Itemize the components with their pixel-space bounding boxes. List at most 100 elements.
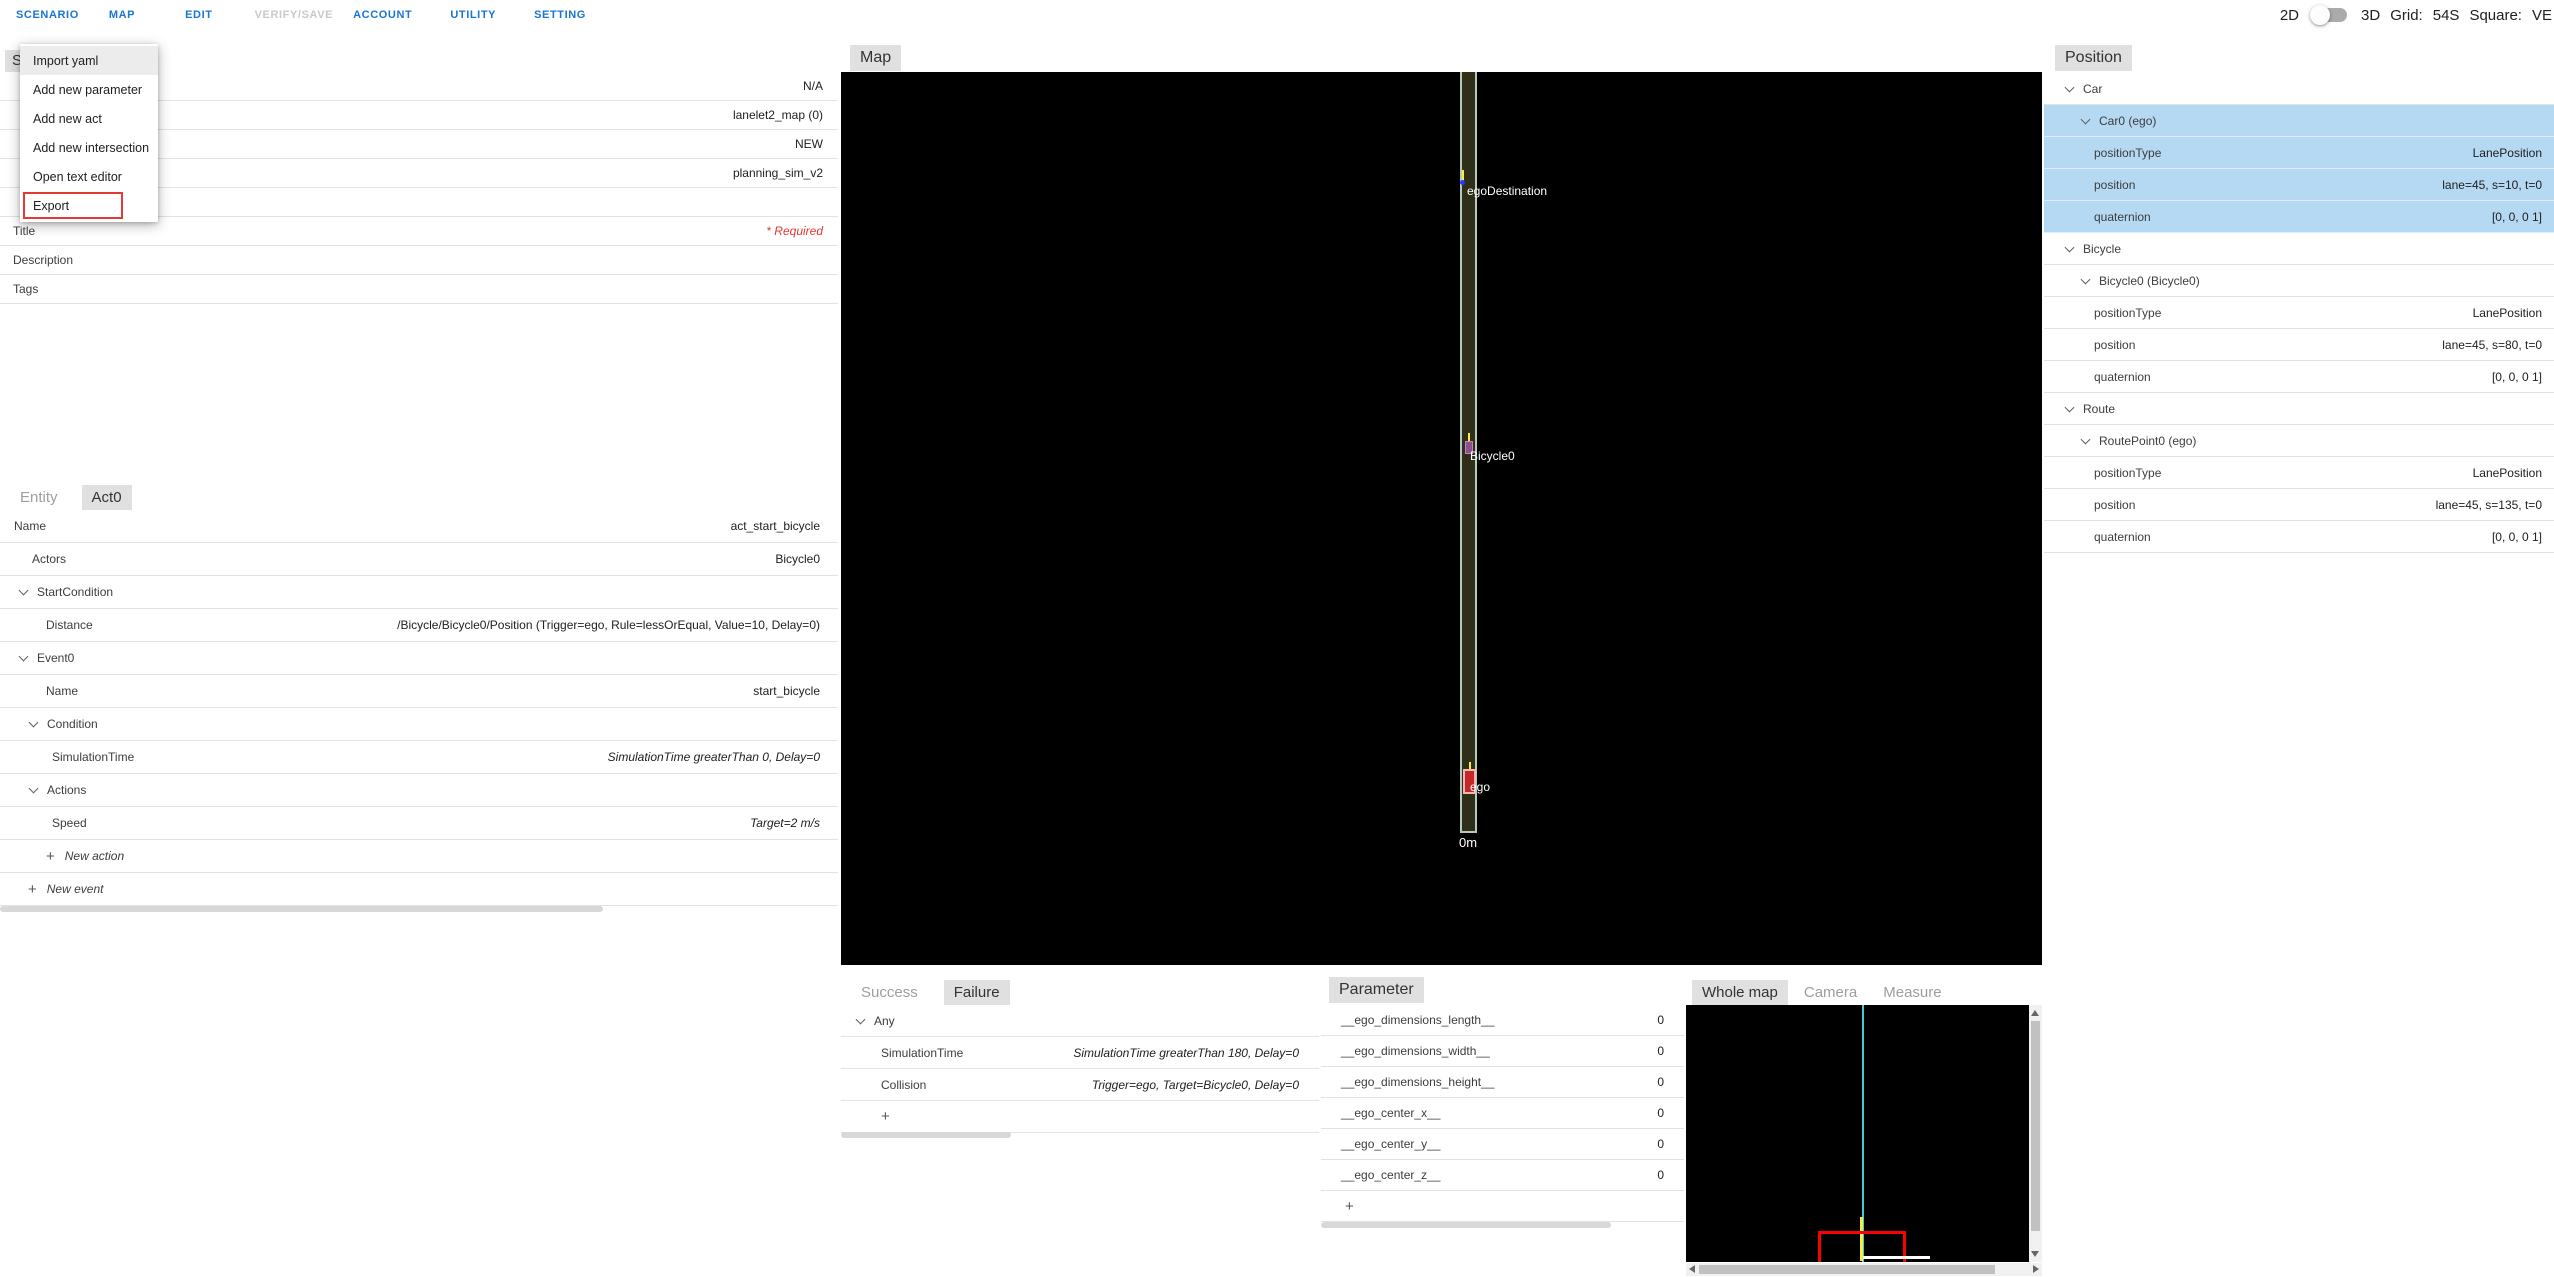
parameter-row[interactable]: __ego_dimensions_width__ 0 — [1321, 1036, 1684, 1067]
form-row[interactable]: NEW — [0, 130, 838, 159]
nav-setting[interactable]: SETTING — [534, 9, 586, 21]
tab-measure[interactable]: Measure — [1883, 984, 1942, 1001]
add-condition-button[interactable] — [841, 1101, 1319, 1133]
menu-item-add-new-parameter[interactable]: Add new parameter — [20, 75, 158, 104]
parameter-row[interactable]: __ego_dimensions_height__ 0 — [1321, 1067, 1684, 1098]
horizontal-scrollbar-thumb[interactable] — [0, 906, 603, 912]
act-row[interactable]: Name start_bicycle — [0, 675, 838, 708]
vertical-scrollbar[interactable] — [2029, 1005, 2042, 1262]
condition-row[interactable]: Collision Trigger=ego, Target=Bicycle0, … — [841, 1069, 1319, 1101]
dimension-toggle[interactable] — [2310, 5, 2348, 25]
parameter-tab-bar: Parameter — [1321, 977, 1684, 1005]
tree-group-row[interactable]: Route — [2044, 393, 2554, 425]
horizontal-scrollbar-thumb[interactable] — [1699, 1265, 1995, 1274]
map-canvas[interactable]: egoDestination Bicycle0 ego 0m — [841, 72, 2042, 965]
tree-group-row-selected[interactable]: Car0 (ego) — [2044, 105, 2554, 137]
param-value: 0 — [1657, 1106, 1664, 1120]
grid-value[interactable]: 54S — [2432, 6, 2460, 24]
menu-item-import-yaml[interactable]: Import yaml — [20, 46, 158, 75]
view-controls: 2D 3D Grid: 54S Square: VE — [2280, 0, 2554, 30]
vertical-scrollbar-thumb[interactable] — [2031, 1021, 2040, 1231]
tree-leaf-row-selected[interactable]: quaternion [0, 0, 0 1] — [2044, 201, 2554, 233]
toggle-knob[interactable] — [2310, 5, 2331, 25]
ego-marker[interactable] — [1463, 769, 1476, 794]
menu-label: Add new act — [33, 111, 102, 126]
condition-group-row[interactable]: Any — [841, 1005, 1319, 1037]
tree-leaf-row[interactable]: position lane=45, s=135, t=0 — [2044, 489, 2554, 521]
tab-map[interactable]: Map — [850, 45, 902, 71]
form-row[interactable] — [0, 188, 838, 217]
menu-item-add-new-intersection[interactable]: Add new intersection — [20, 133, 158, 162]
condition-row[interactable]: SimulationTime SimulationTime greaterTha… — [841, 1037, 1319, 1069]
nav-map[interactable]: MAP — [108, 9, 136, 21]
param-value: 0 — [1657, 1044, 1664, 1058]
tree-leaf-row[interactable]: position lane=45, s=80, t=0 — [2044, 329, 2554, 361]
minimap-viewport-rect — [1818, 1231, 1821, 1262]
tab-position[interactable]: Position — [2055, 45, 2132, 71]
act-row[interactable]: Speed Target=2 m/s — [0, 807, 838, 840]
act-row[interactable]: Name act_start_bicycle — [0, 510, 838, 543]
parameter-row[interactable]: __ego_center_z__ 0 — [1321, 1160, 1684, 1191]
act-row[interactable]: Distance /Bicycle/Bicycle0/Position (Tri… — [0, 609, 838, 642]
form-row[interactable]: planning_sim_v2 — [0, 159, 838, 188]
nav-utility[interactable]: UTILITY — [450, 9, 497, 21]
tree-group-row[interactable]: Bicycle — [2044, 233, 2554, 265]
menu-item-add-new-act[interactable]: Add new act — [20, 104, 158, 133]
tree-leaf-row-selected[interactable]: positionType LanePosition — [2044, 137, 2554, 169]
new-event-button[interactable]: New event — [0, 873, 838, 906]
tree-leaf-row[interactable]: quaternion [0, 0, 0 1] — [2044, 361, 2554, 393]
form-row[interactable]: lanelet2_map (0) — [0, 101, 838, 130]
tree-group-row[interactable]: Bicycle0 (Bicycle0) — [2044, 265, 2554, 297]
tree-leaf-row[interactable]: positionType LanePosition — [2044, 457, 2554, 489]
tab-act0[interactable]: Act0 — [81, 485, 132, 510]
tree-leaf-row-selected[interactable]: position lane=45, s=10, t=0 — [2044, 169, 2554, 201]
tree-leaf-row[interactable]: positionType LanePosition — [2044, 297, 2554, 329]
horizontal-scrollbar-thumb[interactable] — [1321, 1222, 1611, 1228]
tree-group-row[interactable]: RoutePoint0 (ego) — [2044, 425, 2554, 457]
menu-item-open-text-editor[interactable]: Open text editor — [20, 162, 158, 191]
menu-label: Open text editor — [33, 169, 122, 184]
horizontal-scrollbar-thumb[interactable] — [841, 1132, 1011, 1138]
parameter-row[interactable]: __ego_dimensions_length__ 0 — [1321, 1005, 1684, 1036]
parameter-row[interactable]: __ego_center_y__ 0 — [1321, 1129, 1684, 1160]
scroll-right-icon[interactable] — [2033, 1265, 2039, 1273]
form-row-tags[interactable]: Tags — [0, 275, 838, 304]
add-parameter-button[interactable] — [1321, 1191, 1684, 1222]
row-label: RoutePoint0 (ego) — [2099, 433, 2197, 448]
tab-parameter[interactable]: Parameter — [1329, 977, 1424, 1003]
bicycle-marker[interactable] — [1465, 441, 1473, 454]
scroll-left-icon[interactable] — [1689, 1265, 1695, 1273]
form-row-description[interactable]: Description — [0, 246, 838, 275]
act-row[interactable]: SimulationTime SimulationTime greaterTha… — [0, 741, 838, 774]
scroll-down-icon[interactable] — [2031, 1251, 2039, 1257]
form-row[interactable]: N/A — [0, 72, 838, 101]
nav-account[interactable]: ACCOUNT — [353, 9, 413, 21]
act-group-row[interactable]: Actions — [0, 774, 838, 807]
form-row-title[interactable]: Title * Required — [0, 217, 838, 246]
tree-leaf-row[interactable]: quaternion [0, 0, 0 1] — [2044, 521, 2554, 553]
row-label: Bicycle — [2083, 241, 2122, 256]
minimap-measure-line — [1863, 1256, 1930, 1259]
tab-entity[interactable]: Entity — [20, 489, 58, 506]
horizontal-scrollbar[interactable] — [1686, 1263, 2042, 1276]
act-group-row[interactable]: StartCondition — [0, 576, 838, 609]
minimap-canvas[interactable] — [1686, 1005, 2029, 1262]
tab-camera[interactable]: Camera — [1803, 984, 1858, 1001]
required-note: * Required — [766, 224, 823, 238]
parameter-row[interactable]: __ego_center_x__ 0 — [1321, 1098, 1684, 1129]
tree-group-row[interactable]: Car — [2044, 73, 2554, 105]
scroll-up-icon[interactable] — [2031, 1010, 2039, 1016]
act-row[interactable]: Actors Bicycle0 — [0, 543, 838, 576]
act-group-row[interactable]: Condition — [0, 708, 838, 741]
tab-success[interactable]: Success — [861, 984, 918, 1001]
tab-failure[interactable]: Failure — [943, 980, 1010, 1005]
nav-edit[interactable]: EDIT — [185, 9, 213, 21]
param-name: __ego_dimensions_height__ — [1341, 1075, 1495, 1089]
tab-whole-map[interactable]: Whole map — [1692, 980, 1788, 1005]
act-group-row[interactable]: Event0 — [0, 642, 838, 675]
ego-destination-marker[interactable] — [1460, 180, 1465, 185]
nav-scenario[interactable]: SCENARIO — [16, 9, 79, 21]
menu-item-export[interactable]: Export — [20, 191, 158, 220]
square-value[interactable]: VE — [2531, 6, 2552, 24]
new-action-button[interactable]: New action — [0, 840, 838, 873]
